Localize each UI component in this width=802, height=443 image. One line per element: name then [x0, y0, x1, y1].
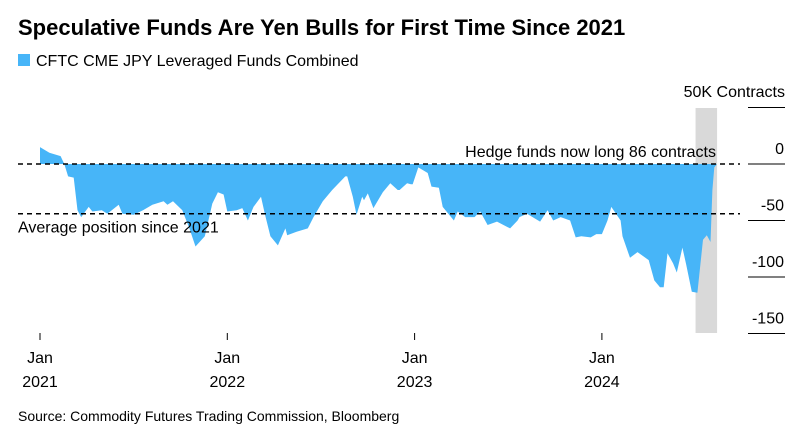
- x-tick-year: 2024: [584, 374, 620, 391]
- x-tick-month: Jan: [214, 350, 240, 367]
- y-axis-unit: 50K Contracts: [684, 84, 785, 101]
- y-tick-label: -150: [752, 311, 784, 328]
- reference-label: Hedge funds now long 86 contracts: [465, 144, 716, 161]
- x-tick-year: 2021: [22, 374, 58, 391]
- x-tick-month: Jan: [27, 350, 53, 367]
- reference-label: Average position since 2021: [18, 220, 219, 237]
- y-tick-label: -100: [752, 254, 784, 271]
- area-series: [40, 147, 718, 293]
- x-tick-year: 2022: [210, 374, 246, 391]
- legend-label: CFTC CME JPY Leveraged Funds Combined: [36, 53, 359, 70]
- y-tick-label: -50: [761, 198, 784, 215]
- source-note: Source: Commodity Futures Trading Commis…: [18, 408, 399, 424]
- legend-swatch: [18, 54, 30, 66]
- x-tick-month: Jan: [402, 350, 428, 367]
- x-tick-year: 2023: [397, 374, 433, 391]
- chart-title: Speculative Funds Are Yen Bulls for Firs…: [18, 15, 625, 40]
- x-tick-month: Jan: [589, 350, 615, 367]
- y-tick-label: 0: [775, 141, 784, 158]
